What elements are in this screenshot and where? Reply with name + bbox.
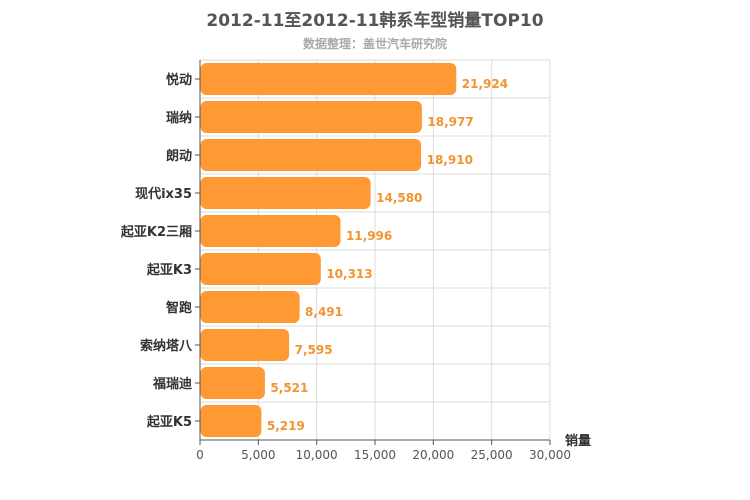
- data-label: 5,521: [270, 381, 308, 395]
- category-label: 起亚K2三厢: [120, 224, 192, 240]
- bar: [200, 101, 422, 133]
- axes: 0 5,000 10,000 15,000 20,000 25,000 30,000 悦动瑞纳…: [120, 60, 571, 462]
- category-label: 智跑: [166, 300, 192, 316]
- data-label: 14,580: [376, 191, 422, 205]
- x-tick-label: 20,000: [412, 448, 454, 462]
- chart-subtitle: 数据整理：盖世汽车研究院: [302, 37, 447, 51]
- category-label: 朗动: [166, 148, 192, 164]
- category-label: 起亚K3: [146, 262, 192, 278]
- bar: [200, 405, 262, 437]
- bar: [200, 329, 290, 361]
- category-label: 现代ix35: [135, 186, 192, 202]
- category-label: 福瑞迪: [152, 376, 192, 392]
- bar: [200, 177, 371, 209]
- category-label: 起亚K5: [146, 414, 192, 430]
- bar: [200, 63, 457, 95]
- data-label: 11,996: [346, 229, 392, 243]
- data-label: 10,313: [326, 267, 372, 281]
- chart-title: 2012-11至2012-11韩系车型销量TOP10: [206, 11, 544, 31]
- bar: [200, 253, 321, 285]
- x-tick-label: 0: [196, 448, 204, 462]
- bar: [200, 291, 300, 323]
- data-label: 18,977: [427, 115, 473, 129]
- x-tick-label: 25,000: [471, 448, 513, 462]
- data-label: 8,491: [305, 305, 343, 319]
- category-label: 瑞纳: [166, 110, 192, 126]
- bar: [200, 367, 265, 399]
- x-axis-title: 销量: [565, 433, 591, 449]
- category-label: 索纳塔八: [140, 338, 193, 354]
- x-tick-label: 5,000: [241, 448, 275, 462]
- bars: 21,924 18,977 18,910 14,580 11,996 10,313 8,49…: [200, 63, 508, 437]
- data-label: 18,910: [427, 153, 473, 167]
- data-label: 7,595: [295, 343, 333, 357]
- x-tick-label: 10,000: [296, 448, 338, 462]
- data-label: 21,924: [462, 77, 508, 91]
- data-label: 5,219: [267, 419, 305, 433]
- bar: [200, 215, 341, 247]
- x-tick-label: 30,000: [529, 448, 571, 462]
- category-label: 悦动: [166, 72, 192, 88]
- x-tick-label: 15,000: [354, 448, 396, 462]
- bar: [200, 139, 422, 171]
